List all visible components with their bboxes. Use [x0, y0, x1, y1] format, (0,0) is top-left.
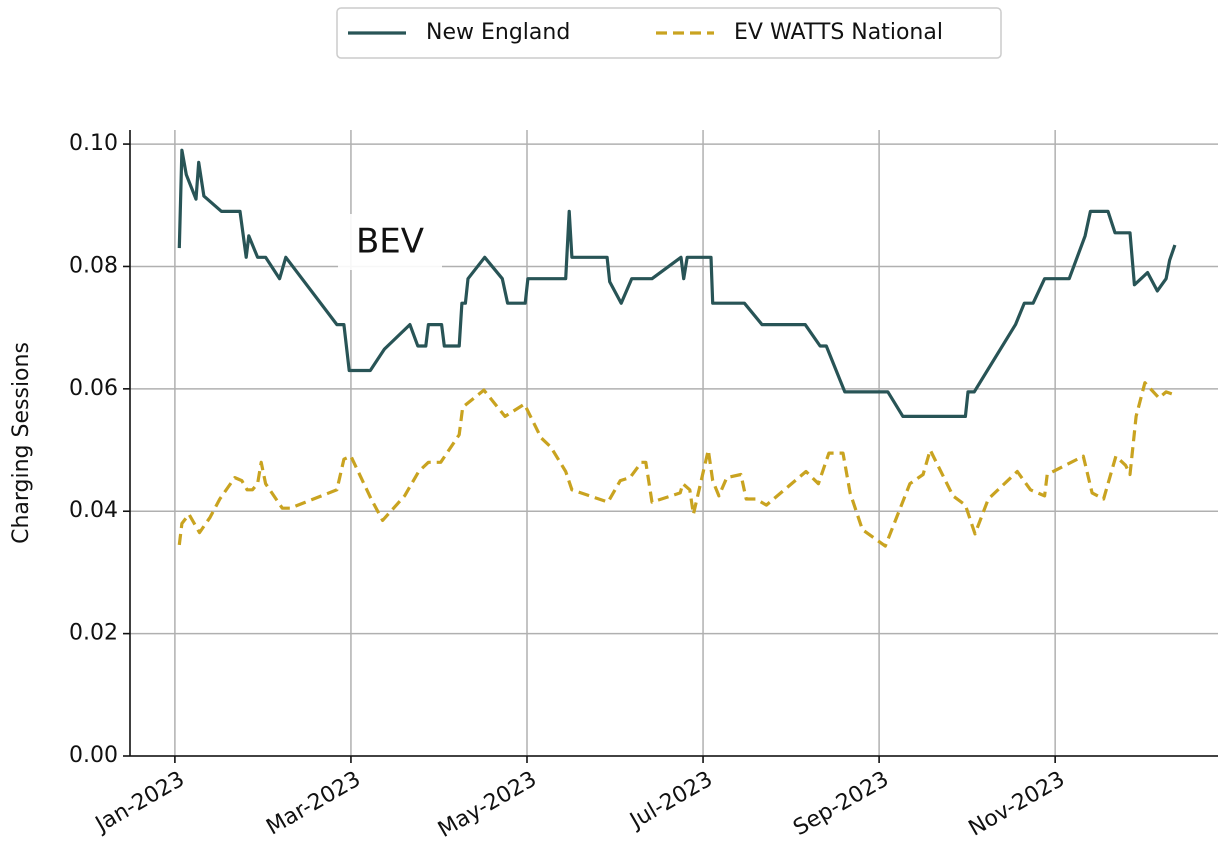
annotation-box: [338, 214, 442, 270]
x-tick-label: Mar-2023: [262, 767, 365, 841]
legend-label: EV WATTS National: [734, 20, 943, 45]
legend: New England EV WATTS National: [336, 7, 1002, 59]
y-axis-label: Charging Sessions: [9, 342, 34, 544]
y-tick-label: 0.08: [69, 253, 118, 278]
x-tick-label: Nov-2023: [965, 767, 1070, 842]
y-tick-label: 0.04: [69, 498, 118, 523]
series-line: [177, 148, 1177, 418]
x-tick-label: Sep-2023: [789, 767, 893, 841]
series-line: [177, 381, 1176, 548]
y-tick-label: 0.02: [69, 621, 118, 646]
x-tick-label: May-2023: [434, 767, 541, 843]
y-tick-label: 0.06: [69, 376, 118, 401]
annotation: BEV: [356, 222, 424, 262]
y-tick-label: 0.10: [69, 131, 118, 156]
legend-box: [336, 7, 1002, 59]
y-tick-label: 0.00: [69, 743, 118, 768]
x-tick-label: Jan-2023: [90, 767, 189, 839]
x-tick-label: Jul-2023: [624, 767, 717, 835]
legend-label: New England: [426, 20, 570, 45]
